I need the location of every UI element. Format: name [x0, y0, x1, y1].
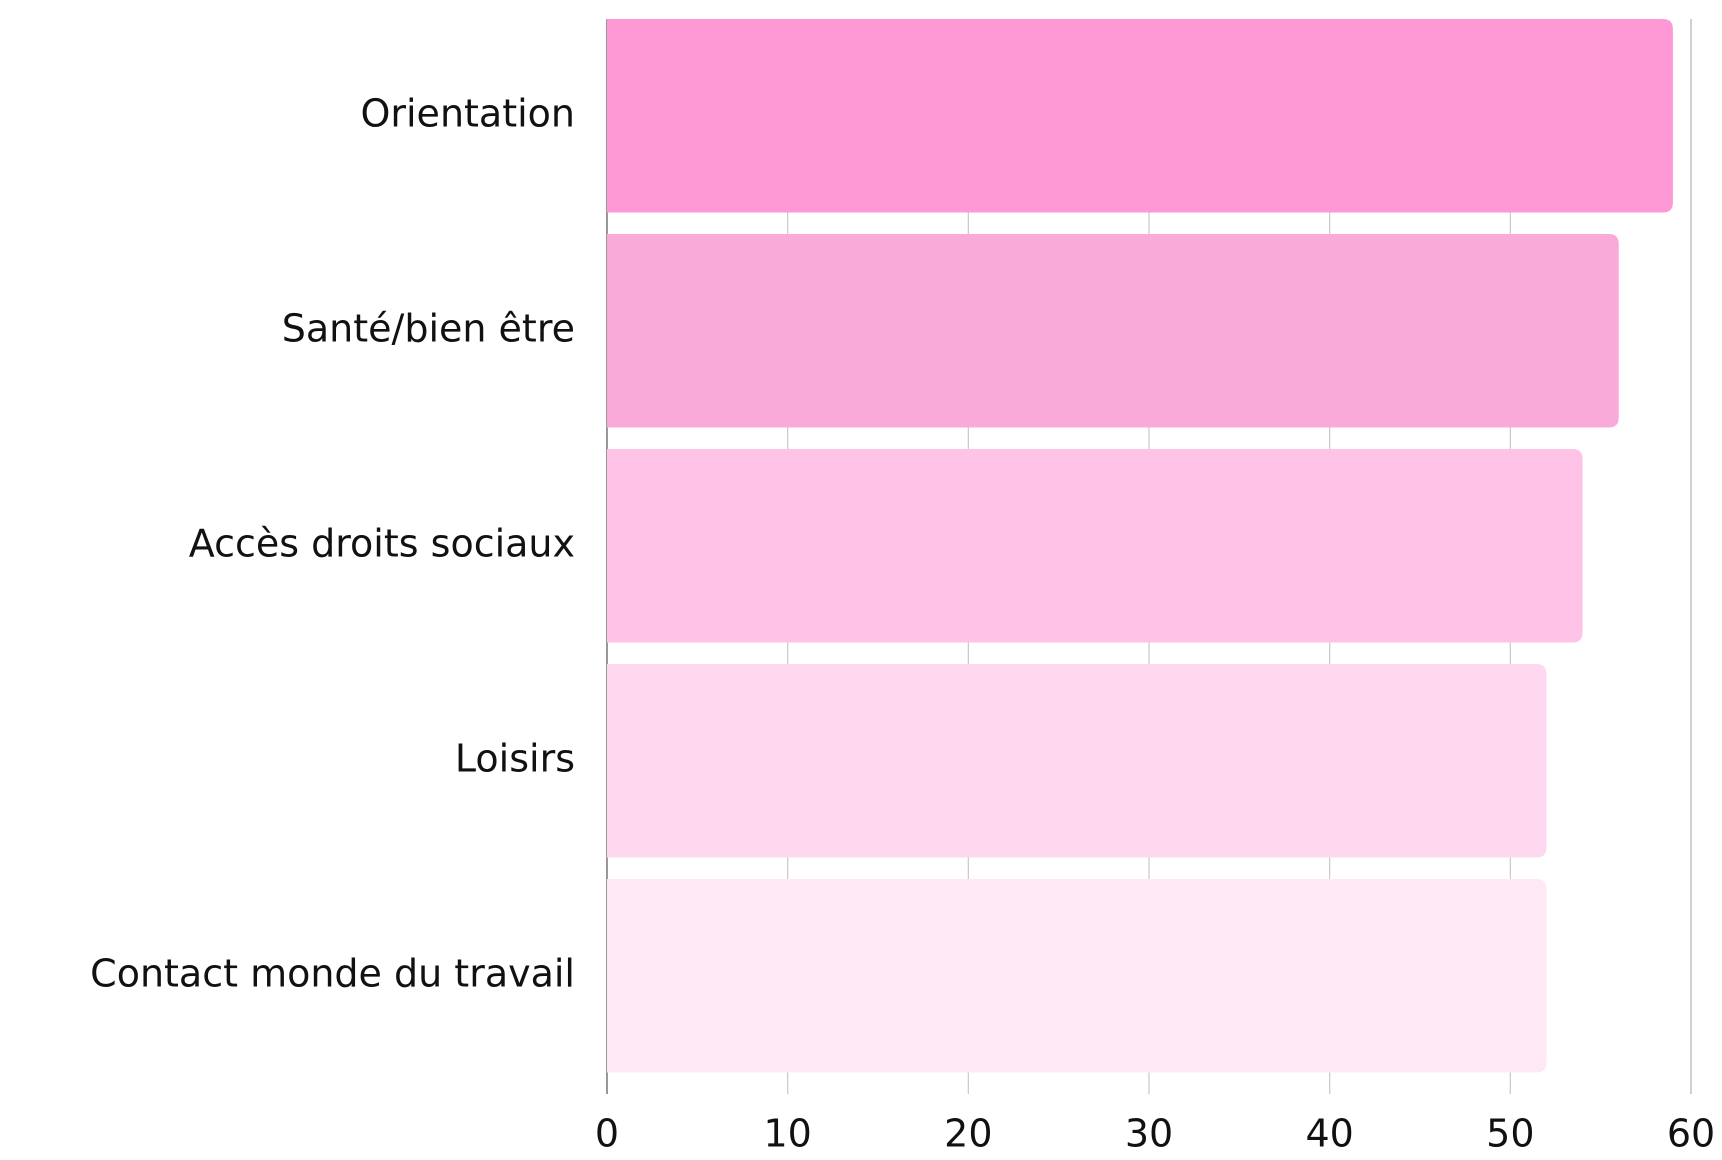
x-tick-label: 30 [1125, 1112, 1173, 1156]
x-tick-label: 60 [1667, 1112, 1715, 1156]
x-tick-label: 50 [1486, 1112, 1534, 1156]
y-tick-label: Contact monde du travail [90, 951, 575, 995]
bar [607, 234, 1619, 428]
x-tick-label: 20 [944, 1112, 992, 1156]
bar [607, 664, 1547, 858]
x-tick-label: 40 [1305, 1112, 1353, 1156]
x-tick-label: 0 [595, 1112, 619, 1156]
y-tick-label: Accès droits sociaux [189, 521, 575, 565]
x-tick-label: 10 [763, 1112, 811, 1156]
y-tick-label: Loisirs [455, 736, 575, 780]
bar [607, 19, 1673, 213]
y-tick-label: Santé/bien être [282, 306, 575, 350]
bar [607, 449, 1583, 643]
y-tick-label: Orientation [360, 91, 575, 135]
bar [607, 879, 1547, 1073]
